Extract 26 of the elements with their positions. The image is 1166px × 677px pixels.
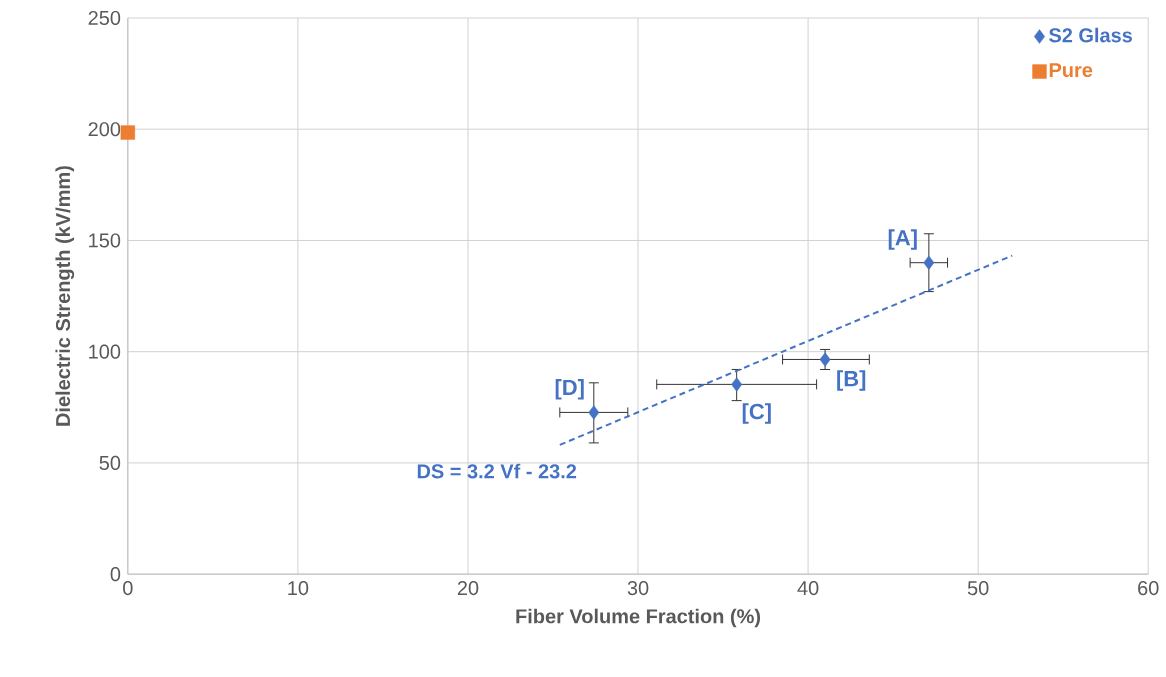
x-tick-label: 50	[967, 581, 989, 596]
y-tick-label: 0	[110, 567, 121, 582]
annotation: [C]	[742, 403, 771, 424]
annotation: [B]	[837, 370, 866, 391]
point	[731, 377, 743, 392]
x-tick-label: 60	[1138, 581, 1159, 596]
legend-label: Pure	[1049, 63, 1093, 78]
x-tick-label: 30	[627, 581, 649, 596]
y-tick-label: 50	[99, 455, 121, 470]
point	[588, 405, 600, 420]
annotation: [D]	[555, 379, 584, 400]
y-tick-label: 250	[88, 10, 121, 26]
y-tick-label: 150	[89, 233, 121, 248]
annotation: [A]	[888, 229, 917, 250]
legend-label: S2 Glass	[1049, 27, 1133, 43]
point	[120, 125, 136, 140]
y-tick-label: 100	[89, 344, 121, 359]
x-axis-title: Fiber Volume Fraction (%)	[516, 608, 761, 628]
x-tick-label: 0	[123, 581, 133, 596]
x-tick-label: 10	[288, 581, 309, 596]
y-axis-title: Dielectric Strength (kV/mm)	[55, 166, 75, 426]
x-tick-label: 40	[797, 581, 819, 596]
y-tick-label: 200	[88, 122, 121, 137]
point	[923, 255, 935, 270]
annotation: DS = 3.2 Vf - 23.2	[417, 463, 577, 479]
x-tick-label: 20	[457, 581, 479, 596]
